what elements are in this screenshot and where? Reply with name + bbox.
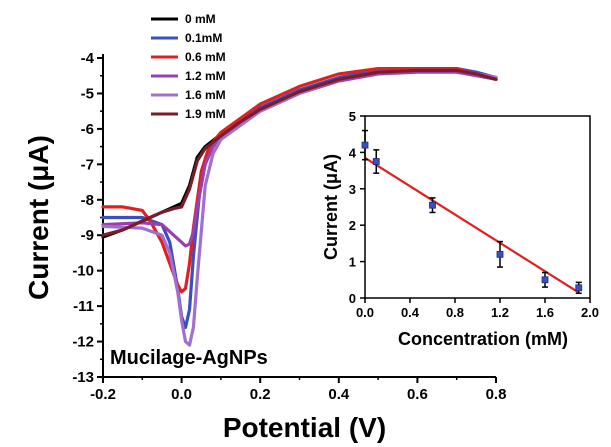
x-tick-label: 0.0 <box>171 386 192 403</box>
legend: 0 mM 0.1mM 0.6 mM 1.2 mM 1.6 mM 1.9 mM <box>151 12 226 121</box>
data-point <box>361 141 369 149</box>
inset-chart: 0 1 2 3 4 5 0.0 0.4 0.8 1.2 1.6 2.0 Concentration (m… <box>321 109 599 349</box>
y-tick-label: -13 <box>72 369 94 386</box>
inset-y-tick-label: 5 <box>349 109 356 124</box>
x-tick-label: 0.2 <box>250 386 271 403</box>
data-point <box>496 250 504 258</box>
sample-annotation: Mucilage-AgNPs <box>110 347 268 369</box>
inset-y-tick-label: 0 <box>349 291 356 306</box>
legend-label-2: 0.6 mM <box>185 50 226 64</box>
inset-y-tick-label: 1 <box>349 255 356 270</box>
x-tick-label: -0.2 <box>90 386 116 403</box>
inset-x-tick-label: 0.4 <box>401 305 420 320</box>
y-axis-title: Current (μA) <box>23 135 54 300</box>
inset-x-tick-label: 0.0 <box>356 305 374 320</box>
fit-line <box>364 156 580 294</box>
main-chart: -13 -12 -11 -10 -9 -8 -7 -6 -5 -4 -0.2 0.0 0.2 0.4 0.6… <box>23 50 506 443</box>
legend-label-3: 1.2 mM <box>185 69 226 83</box>
legend-label-5: 1.9 mM <box>185 107 226 121</box>
x-tick-label: 0.6 <box>407 386 428 403</box>
x-tick-label: 0.4 <box>328 386 350 403</box>
x-axis-title: Potential (V) <box>223 412 386 443</box>
y-tick-label: -7 <box>81 156 94 173</box>
inset-x-tick-label: 1.6 <box>536 305 554 320</box>
y-tick-label: -9 <box>81 227 94 244</box>
y-tick-label: -8 <box>81 192 94 209</box>
inset-x-tick-label: 0.8 <box>446 305 464 320</box>
y-tick-label: -4 <box>81 50 95 67</box>
inset-y-tick-label: 3 <box>349 182 356 197</box>
legend-label-4: 1.6 mM <box>185 88 226 102</box>
inset-x-tick-label: 1.2 <box>491 305 509 320</box>
y-tick-label: -6 <box>81 121 94 138</box>
legend-label-1: 0.1mM <box>185 31 222 45</box>
inset-x-tick-label: 2.0 <box>581 305 599 320</box>
y-tick-label: -5 <box>81 85 94 102</box>
inset-y-tick-label: 2 <box>349 218 356 233</box>
inset-y-tick-label: 4 <box>349 145 357 160</box>
inset-x-axis-title: Concentration (mM) <box>398 329 568 349</box>
series-line-3 <box>101 70 498 248</box>
y-tick-label: -10 <box>72 263 94 280</box>
inset-y-axis-title: Current (μA) <box>321 154 341 260</box>
data-point <box>372 158 380 165</box>
y-tick-label: -11 <box>73 298 94 315</box>
legend-label-0: 0 mM <box>185 12 216 26</box>
x-tick-label: 0.8 <box>486 386 507 403</box>
series-line-5 <box>101 68 498 237</box>
data-point <box>429 201 436 209</box>
data-point <box>575 284 583 292</box>
inset-frame <box>364 115 591 299</box>
y-tick-label: -12 <box>72 334 94 351</box>
data-point <box>541 276 549 284</box>
